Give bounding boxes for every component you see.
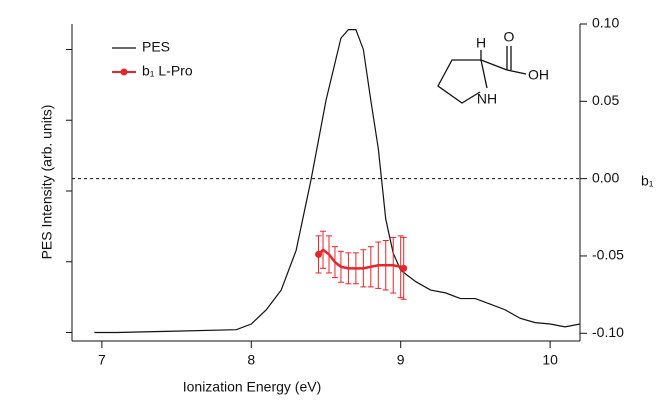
series-line [94, 29, 581, 334]
bond [480, 59, 508, 71]
x-tick-label: 9 [397, 352, 405, 368]
marker [315, 250, 323, 258]
legend-marker [120, 68, 128, 76]
marker [400, 264, 408, 272]
molecule: H O OH NH [437, 29, 549, 107]
bond [506, 69, 527, 75]
y2-tick-label: 0.00 [592, 169, 619, 185]
ring-bond [437, 59, 488, 104]
x-tick-label: 7 [98, 352, 106, 368]
x-tick-label: 10 [542, 352, 558, 368]
atom-label: NH [477, 91, 497, 107]
x-tick-label: 8 [247, 352, 255, 368]
atom-label: H [476, 35, 486, 51]
x-axis-label: Ionization Energy (eV) [183, 379, 322, 395]
y2-tick-label: 0.10 [592, 15, 619, 31]
y2-tick-label: -0.10 [592, 324, 624, 340]
y2-tick-label: 0.05 [592, 92, 619, 108]
legend-label: PES [142, 39, 170, 55]
y2-tick-label: -0.05 [592, 247, 624, 263]
y2-axis-label: b₁ [641, 173, 654, 189]
series-line [317, 248, 405, 270]
atom-label: OH [528, 67, 549, 83]
atom-label: O [504, 29, 515, 45]
legend-label: b₁ L-Pro [142, 63, 193, 79]
y-axis-label: PES Intensity (arb. units) [39, 105, 55, 260]
